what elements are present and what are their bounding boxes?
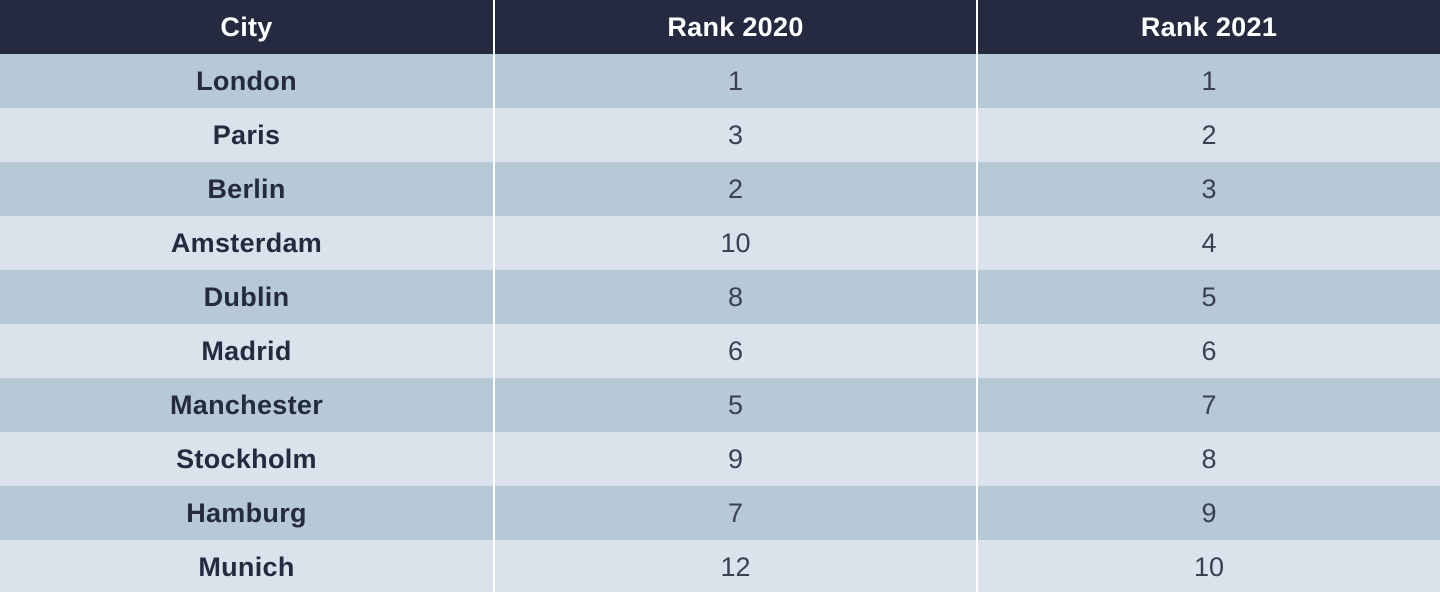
rank-2021-cell: 6 <box>977 324 1440 378</box>
rank-2020-cell: 6 <box>494 324 978 378</box>
city-cell: Stockholm <box>0 432 495 486</box>
city-cell: Dublin <box>0 270 495 324</box>
city-cell: Hamburg <box>0 486 495 540</box>
table-row: Amsterdam 10 4 <box>0 216 1440 270</box>
header-row: City Rank 2020 Rank 2021 <box>0 0 1440 54</box>
rank-2021-cell: 8 <box>977 432 1440 486</box>
table-row: Stockholm 9 8 <box>0 432 1440 486</box>
city-cell: Manchester <box>0 378 495 432</box>
rank-2020-cell: 2 <box>494 162 978 216</box>
city-cell: Amsterdam <box>0 216 495 270</box>
rank-2020-cell: 3 <box>494 108 978 162</box>
rank-2021-cell: 10 <box>977 540 1440 592</box>
table-row: Paris 3 2 <box>0 108 1440 162</box>
rank-2020-cell: 8 <box>494 270 978 324</box>
rank-2020-cell: 7 <box>494 486 978 540</box>
table-row: Munich 12 10 <box>0 540 1440 592</box>
rank-2021-cell: 9 <box>977 486 1440 540</box>
city-cell: Berlin <box>0 162 495 216</box>
table-header: City Rank 2020 Rank 2021 <box>0 0 1440 54</box>
column-header-rank-2020: Rank 2020 <box>494 0 978 54</box>
table-body: London 1 1 Paris 3 2 Berlin 2 3 Amsterda… <box>0 54 1440 592</box>
rank-2020-cell: 12 <box>494 540 978 592</box>
rank-2020-cell: 5 <box>494 378 978 432</box>
table-row: London 1 1 <box>0 54 1440 108</box>
rank-2021-cell: 1 <box>977 54 1440 108</box>
column-header-rank-2021: Rank 2021 <box>977 0 1440 54</box>
rank-2021-cell: 7 <box>977 378 1440 432</box>
rank-2020-cell: 1 <box>494 54 978 108</box>
column-header-city: City <box>0 0 495 54</box>
rank-2020-cell: 9 <box>494 432 978 486</box>
city-cell: Paris <box>0 108 495 162</box>
rank-2021-cell: 2 <box>977 108 1440 162</box>
table-row: Hamburg 7 9 <box>0 486 1440 540</box>
rank-2020-cell: 10 <box>494 216 978 270</box>
rank-2021-cell: 3 <box>977 162 1440 216</box>
rank-2021-cell: 4 <box>977 216 1440 270</box>
city-cell: London <box>0 54 495 108</box>
table-row: Dublin 8 5 <box>0 270 1440 324</box>
table-row: Berlin 2 3 <box>0 162 1440 216</box>
table-row: Madrid 6 6 <box>0 324 1440 378</box>
city-cell: Madrid <box>0 324 495 378</box>
city-cell: Munich <box>0 540 495 592</box>
rank-2021-cell: 5 <box>977 270 1440 324</box>
table-row: Manchester 5 7 <box>0 378 1440 432</box>
